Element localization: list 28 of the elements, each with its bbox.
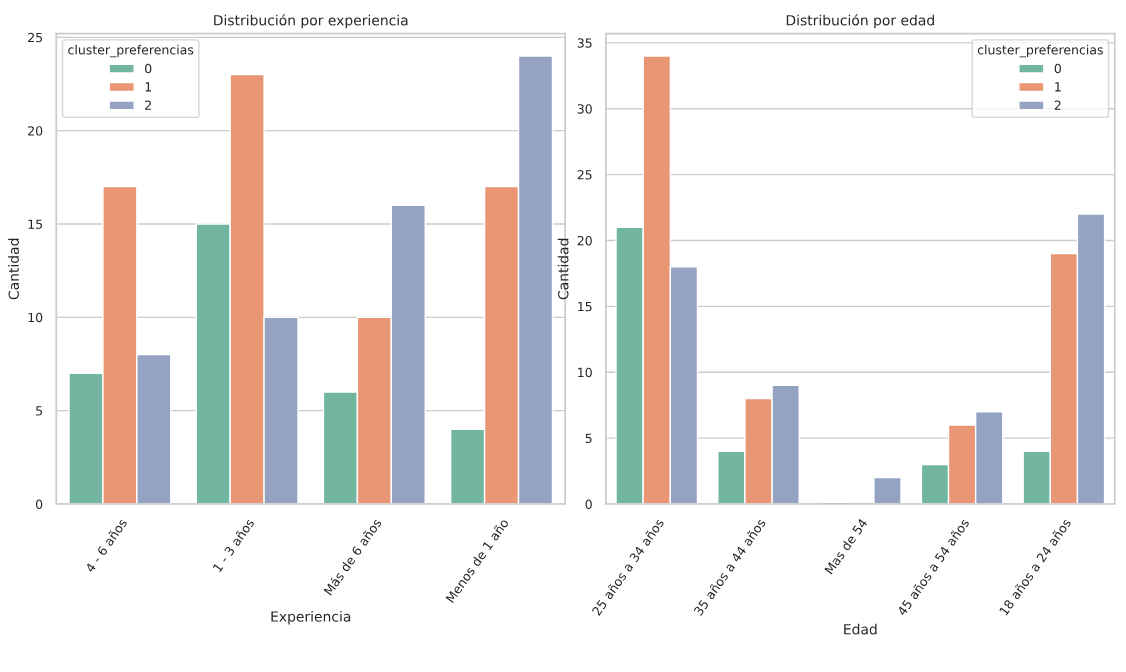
chart-title: Distribución por edad — [786, 14, 934, 29]
y-axis-title: Cantidad — [8, 238, 19, 300]
x-axis-title: Edad — [844, 623, 877, 635]
legend-label: 2 — [1054, 100, 1061, 110]
y-tick-label: 35 — [577, 38, 592, 48]
y-tick-label: 15 — [578, 301, 592, 312]
y-tick-label: 5 — [585, 433, 592, 444]
y-tick-label: 0 — [35, 499, 43, 509]
chart-title: Distribución por experiencia — [214, 14, 408, 29]
y-tick-label: 10 — [28, 312, 43, 323]
y-tick-label: 20 — [28, 126, 43, 136]
y-tick-label: 20 — [577, 235, 592, 246]
x-axis-title: Experiencia — [271, 611, 351, 625]
y-tick-label: 0 — [585, 499, 592, 509]
y-tick-label: 5 — [36, 406, 43, 416]
y-tick-label: 25 — [577, 170, 592, 180]
y-tick-label: 25 — [28, 32, 43, 43]
legend-title: cluster_preferencias — [977, 44, 1103, 58]
y-tick-label: 10 — [578, 367, 592, 378]
legend-label: 0 — [145, 63, 152, 74]
y-tick-label: 30 — [577, 104, 592, 114]
legend-title: cluster_preferencias — [68, 44, 194, 58]
y-axis-title: Cantidad — [557, 238, 569, 300]
y-tick-label: 15 — [28, 219, 43, 229]
legend-label: 2 — [145, 100, 151, 110]
legend-label: 1 — [1055, 82, 1061, 92]
legend-label: 0 — [1054, 63, 1061, 74]
legend-label: 1 — [145, 82, 152, 92]
